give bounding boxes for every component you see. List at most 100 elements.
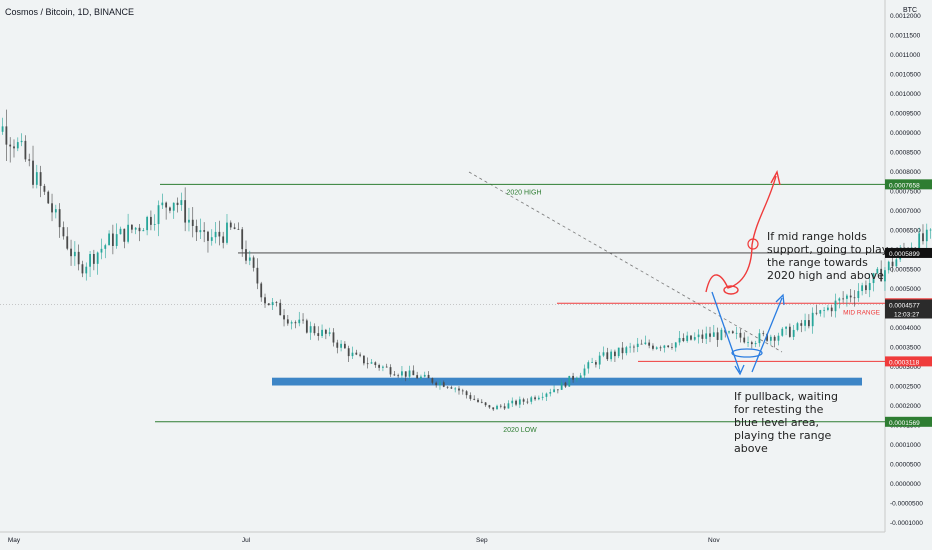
candle-body — [351, 352, 354, 357]
y-tick-label: 0.0010000 — [890, 91, 921, 98]
candle-body — [511, 400, 514, 404]
candle-body — [108, 233, 110, 246]
candle-body — [610, 351, 613, 360]
y-tick-label: 0.0008000 — [890, 169, 921, 176]
candle-body — [674, 342, 677, 348]
candle-body — [104, 245, 107, 249]
candle-body — [199, 230, 202, 233]
candle-body — [568, 375, 571, 387]
candle-body — [214, 231, 217, 238]
candle-body — [697, 334, 700, 338]
candle-body — [355, 352, 358, 355]
candle-body — [233, 227, 236, 229]
candle-body — [222, 236, 225, 243]
candle-body — [1, 126, 4, 132]
candle-body — [294, 322, 297, 324]
candle-body — [499, 405, 502, 407]
candle-body — [256, 267, 259, 284]
candle-body — [709, 333, 711, 337]
candle-body — [461, 390, 464, 392]
candle-body — [248, 257, 251, 261]
candle-body — [431, 378, 434, 383]
bounce-arrowhead — [775, 293, 785, 306]
high-2020-text: 2020 HIGH — [506, 189, 541, 196]
candle-body — [807, 320, 810, 327]
y-tick-label: 0.0012000 — [890, 13, 921, 20]
candle-body — [731, 331, 734, 334]
candle-body — [827, 307, 829, 310]
candle-body — [880, 268, 883, 282]
y-tick-label: 0.0011000 — [890, 52, 921, 59]
candle-body — [534, 397, 536, 400]
candle-body — [686, 335, 689, 342]
candle-body — [328, 332, 331, 334]
candle-body — [629, 346, 632, 348]
candle-body — [526, 401, 529, 403]
candle-body — [621, 347, 624, 354]
candle-body — [195, 225, 198, 233]
candle-body — [811, 312, 814, 327]
candle-body — [207, 231, 209, 241]
annotation-pullback-line: for retesting the — [734, 403, 824, 416]
candle-body — [564, 382, 567, 387]
y-tick-label: 0.0009500 — [890, 111, 921, 118]
candle-body — [583, 368, 586, 376]
y-tick-label: -0.0000500 — [890, 501, 923, 508]
candle-body — [579, 375, 582, 378]
candle-body — [165, 202, 168, 208]
candle-body — [279, 302, 282, 316]
candle-body — [849, 295, 852, 298]
candle-body — [241, 229, 244, 250]
candle-body — [659, 347, 662, 349]
y-tick-label: 0.0003000 — [890, 364, 921, 371]
candle-body — [245, 249, 247, 261]
candle-body — [58, 209, 61, 228]
candle-body — [172, 202, 175, 211]
candle-body — [131, 224, 133, 230]
candle-body — [382, 366, 384, 368]
y-tick-label: 0.0011500 — [890, 33, 921, 40]
candle-body — [682, 337, 685, 342]
tag-current-price-text: 0.0004577 — [889, 302, 920, 309]
candle-body — [925, 229, 928, 242]
candle-body — [229, 222, 232, 228]
candle-body — [397, 375, 400, 377]
candle-body — [404, 371, 407, 377]
candle-body — [271, 302, 274, 306]
candle-body — [446, 386, 449, 388]
candle-body — [70, 248, 72, 257]
candle-body — [51, 203, 53, 213]
candle-body — [100, 248, 103, 253]
tag-low-2020-text: 0.0001569 — [889, 420, 920, 427]
candle-body — [773, 336, 776, 341]
candle-body — [754, 343, 757, 345]
candle-body — [473, 398, 476, 400]
candle-body — [92, 253, 95, 264]
candle-body — [28, 159, 31, 161]
candle-body — [35, 172, 38, 185]
candle-body — [283, 315, 285, 320]
candle-body — [374, 362, 377, 366]
candle-body — [834, 300, 837, 312]
candle-body — [515, 400, 517, 405]
y-tick-label: -0.0001000 — [890, 520, 923, 527]
candle-body — [560, 382, 563, 390]
y-tick-label: 0.0002000 — [890, 403, 921, 410]
candle-body — [81, 264, 84, 274]
candle-body — [309, 326, 312, 333]
candle-body — [442, 382, 445, 387]
candle-body — [267, 303, 270, 306]
candle-body — [693, 337, 696, 340]
x-tick-label: Nov — [708, 537, 720, 544]
candle-body — [389, 367, 392, 375]
candle-body — [788, 326, 791, 337]
candle-body — [747, 342, 749, 344]
candle-body — [667, 345, 670, 347]
candle-body — [868, 283, 871, 291]
candle-body — [750, 342, 753, 345]
candle-body — [766, 334, 768, 341]
candle-body — [743, 337, 746, 343]
tag-resistance-bg — [885, 247, 932, 258]
